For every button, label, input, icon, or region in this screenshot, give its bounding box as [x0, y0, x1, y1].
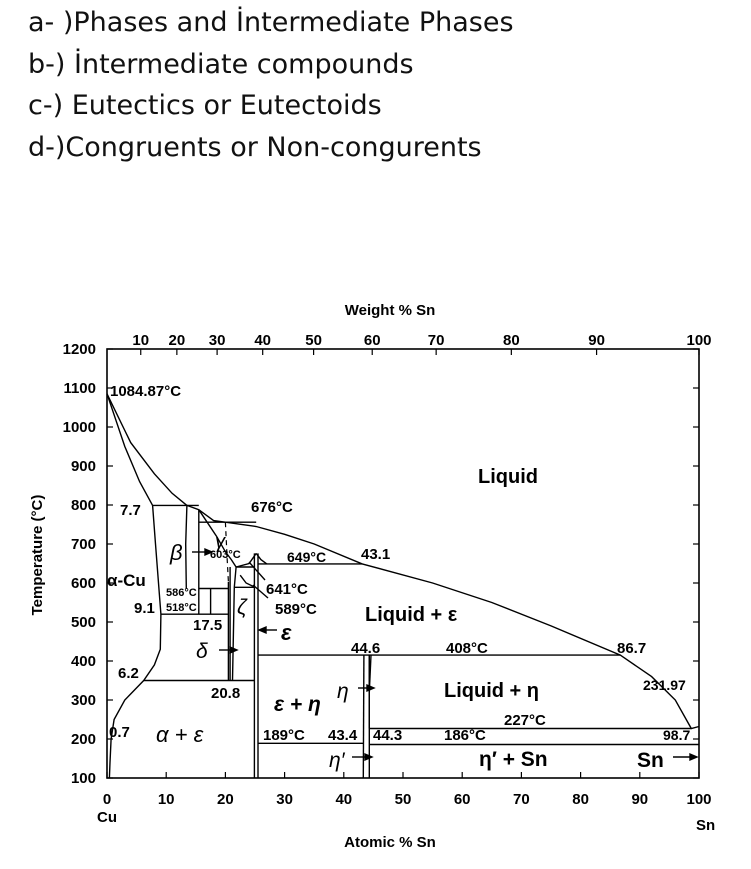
x-tick-label: 0 — [103, 791, 111, 808]
liquidus-main — [186, 504, 700, 730]
y-tick-label: 700 — [71, 536, 96, 553]
composition-label-20-8: 20.8 — [211, 685, 240, 702]
weight-tick-label: 10 — [132, 332, 149, 349]
x-tick-label: 40 — [335, 791, 352, 808]
composition-label-43-4: 43.4 — [328, 727, 358, 744]
x-tick-label: 80 — [572, 791, 589, 808]
composition-label-9-1: 9.1 — [134, 600, 155, 617]
y-tick-label: 900 — [71, 458, 96, 475]
weight-axis-title: Weight % Sn — [345, 302, 436, 319]
phase-label-eta-prime-sn: η′ + Sn — [479, 748, 548, 771]
temp-label-589: 589°C — [275, 601, 317, 618]
question-b: b-) İntermediate compounds — [28, 48, 414, 80]
sn-melting-point-label: 231.97 — [643, 677, 686, 693]
question-list: a- )Phases and İntermediate Phases b-) İ… — [28, 2, 514, 168]
weight-tick-label: 20 — [169, 332, 186, 349]
composition-label-86-7: 86.7 — [617, 640, 646, 657]
y-tick-label: 500 — [71, 614, 96, 631]
axis-ticks: 0 10 20 30 40 50 60 70 80 90 100100200300400500600… — [63, 332, 712, 808]
x-tick-label: 60 — [454, 791, 471, 808]
y-tick-label: 1100 — [63, 380, 96, 397]
composition-label-0-7: 0.7 — [109, 724, 130, 741]
composition-label-43-1: 43.1 — [361, 546, 390, 563]
phase-label-delta: δ — [196, 640, 208, 663]
y-tick-label: 200 — [71, 731, 96, 748]
y-tick-label: 400 — [71, 653, 96, 670]
phase-label-epsilon: ε — [281, 620, 292, 645]
temp-label-603: 603°C — [210, 549, 241, 561]
weight-tick-label: 30 — [209, 332, 226, 349]
phase-label-liquid-epsilon: Liquid + ε — [365, 604, 458, 626]
x-tick-label: 10 — [158, 791, 175, 808]
cu-solidus — [106, 393, 154, 506]
temp-label-649: 649°C — [287, 549, 326, 565]
phase-label-sn: Sn — [637, 749, 664, 772]
phase-label-liquid: Liquid — [478, 466, 538, 488]
y-tick-label: 1000 — [63, 419, 96, 436]
alpha-solvus — [108, 505, 162, 779]
cu-melting-point-label: 1084.87°C — [110, 383, 181, 400]
gamma-right-boundary — [198, 509, 237, 568]
x-tick-label: 30 — [276, 791, 293, 808]
phase-label-epsilon-eta: ε + η — [274, 693, 321, 716]
temp-label-641: 641°C — [266, 581, 308, 598]
question-c: c-) Eutectics or Eutectoids — [28, 90, 382, 121]
temp-label-676: 676°C — [251, 499, 293, 516]
composition-label-17-5: 17.5 — [193, 617, 222, 634]
temp-label-189: 189°C — [263, 727, 305, 744]
composition-label-44-6: 44.6 — [351, 640, 380, 657]
temp-label-408: 408°C — [446, 640, 488, 657]
phase-label-alpha-cu: α-Cu — [107, 571, 146, 590]
y-tick-label: 100 — [71, 770, 96, 787]
phase-label-eta: η — [337, 680, 349, 703]
temp-label-586: 586°C — [166, 587, 197, 599]
phase-label-beta: β — [169, 540, 183, 565]
weight-tick-label: 60 — [364, 332, 381, 349]
weight-tick-label: 50 — [305, 332, 322, 349]
x-tick-label: 50 — [395, 791, 412, 808]
plot-frame — [106, 348, 700, 779]
y-tick-label: 1200 — [63, 341, 96, 358]
temp-label-186: 186°C — [444, 727, 486, 744]
gamma-ordering-line — [224, 522, 229, 582]
beta-left-boundary — [184, 505, 188, 589]
phase-boundaries — [106, 393, 700, 779]
y-tick-label: 300 — [71, 692, 96, 709]
cu-liquidus — [106, 393, 188, 506]
weight-tick-label: 80 — [503, 332, 520, 349]
weight-tick-label: 70 — [428, 332, 445, 349]
composition-label-6-2: 6.2 — [118, 665, 139, 682]
phase-label-gamma: γ — [215, 531, 226, 553]
x-tick-label: 100 — [686, 791, 711, 808]
element-cu-label: Cu — [97, 809, 117, 826]
composition-label-98-7: 98.7 — [663, 727, 690, 743]
temp-label-518: 518°C — [166, 602, 197, 614]
phase-label-eta-prime: η′ — [329, 749, 346, 772]
weight-tick-label: 90 — [588, 332, 605, 349]
question-a: a- )Phases and İntermediate Phases — [28, 7, 514, 38]
pointer-arrows — [192, 547, 699, 762]
phase-label-alpha-epsilon: α + ε — [156, 722, 204, 747]
phase-label-zeta: ζ — [237, 596, 248, 619]
y-tick-label: 600 — [71, 575, 96, 592]
x-tick-label: 90 — [631, 791, 648, 808]
composition-label-7-7: 7.7 — [120, 502, 141, 519]
zeta-left-boundary — [231, 566, 237, 681]
y-axis-title: Temperature (°C) — [29, 495, 46, 616]
x-tick-label: 70 — [513, 791, 530, 808]
weight-tick-label: 100 — [686, 332, 711, 349]
eta-left-line — [362, 655, 365, 779]
element-sn-label: Sn — [696, 817, 715, 834]
x-tick-label: 20 — [217, 791, 234, 808]
weight-tick-label: 40 — [254, 332, 271, 349]
zeta-dome — [239, 574, 256, 588]
question-d: d-)Congruents or Non-congurents — [28, 131, 482, 163]
phase-label-liquid-eta: Liquid + η — [444, 680, 539, 702]
y-tick-label: 800 — [71, 497, 96, 514]
x-axis-title: Atomic % Sn — [344, 834, 436, 851]
temp-label-227: 227°C — [504, 712, 546, 729]
composition-label-44-3: 44.3 — [373, 727, 402, 744]
